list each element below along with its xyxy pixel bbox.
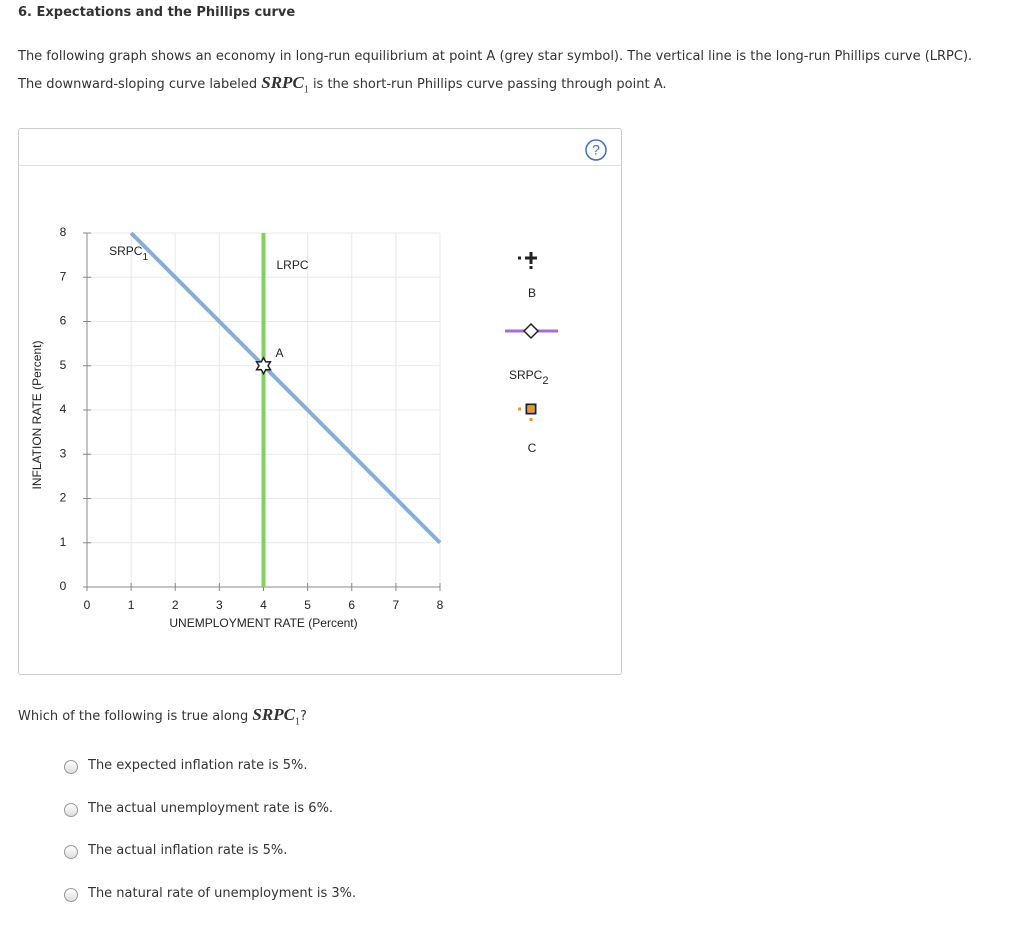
y-tick-label: 6 [60, 314, 67, 328]
palette-tool [529, 266, 533, 269]
subscript: 2 [542, 375, 548, 387]
x-axis-label: UNEMPLOYMENT RATE (Percent) [169, 616, 357, 630]
y-tick-label: 4 [60, 402, 67, 416]
question-title: 6. Expectations and the Phillips curve [18, 5, 296, 20]
math-symbol: SRPC1 [252, 705, 300, 728]
x-tick-label: 8 [437, 598, 444, 612]
series-label: SRPC1 [109, 244, 148, 262]
palette-tool [518, 256, 521, 260]
series-label: SRPC [109, 244, 143, 258]
intro-text: is the short-run Phillips curve passing … [312, 77, 667, 92]
math-symbol: SRPC [261, 73, 304, 92]
x-tick-label: 6 [348, 598, 355, 612]
palette-tool [518, 407, 521, 411]
palette-label: SRPC [509, 368, 543, 382]
palette-tool [522, 322, 540, 340]
subscript: 1 [142, 252, 148, 263]
panel-divider [19, 165, 621, 166]
math-symbol: SRPC1 [261, 73, 309, 96]
x-tick-label: 0 [84, 598, 91, 612]
subscript: 1 [294, 716, 300, 728]
series-label: LRPC [276, 258, 308, 272]
y-tick-label: 0 [60, 579, 67, 593]
y-tick-label: 5 [60, 358, 67, 372]
radio-button[interactable] [64, 760, 78, 774]
y-axis-label: INFLATION RATE (Percent) [30, 341, 44, 490]
palette-tool [529, 418, 533, 421]
subscript: 1 [303, 84, 309, 96]
x-tick-label: 4 [260, 598, 267, 612]
palette-label: SRPC2 [509, 368, 548, 387]
y-tick-label: 2 [60, 491, 67, 505]
y-tick-label: 8 [60, 225, 67, 239]
palette-tool [528, 406, 534, 412]
intro-text: The downward-sloping curve labeled [18, 77, 258, 92]
y-tick-label: 7 [60, 269, 67, 283]
option-text[interactable]: The natural rate of unemployment is 3%. [88, 885, 357, 901]
intro-text: The downward-sloping curve labeled SRPC1… [18, 73, 667, 95]
option-text[interactable]: The actual unemployment rate is 6%. [88, 800, 334, 816]
y-tick-label: 1 [60, 535, 67, 549]
graph-panel [18, 128, 622, 675]
help-icon[interactable] [585, 139, 607, 161]
option-text[interactable]: The expected inflation rate is 5%. [88, 758, 308, 773]
question-text: Which of the following is true along [18, 709, 249, 724]
x-tick-label: 7 [393, 598, 400, 612]
series-line [129, 231, 442, 545]
chart: ? 0 1 2 3 4 5 6 7 8 0 1 2 3 4 5 6 7 8 UNEMPLOYMENT RATE (P… [30, 139, 607, 630]
help-icon[interactable]: ? [592, 142, 600, 158]
x-tick-label: 1 [128, 598, 135, 612]
x-tick-label: 2 [172, 598, 179, 612]
question-text: Which of the following is true along SRP… [18, 705, 307, 727]
question-text: ? [299, 709, 307, 724]
point-marker [255, 356, 272, 376]
option-text[interactable]: The actual inflation rate is 5%. [88, 843, 288, 859]
radio-button[interactable] [64, 887, 78, 902]
palette-label: B [528, 286, 536, 300]
palette-label: C [528, 441, 537, 455]
radio-button[interactable] [64, 845, 78, 860]
palette-tool [525, 252, 537, 264]
y-tick-label: 3 [60, 446, 67, 460]
point-label: A [275, 346, 283, 360]
radio-button[interactable] [64, 802, 78, 817]
intro-text: The following graph shows an economy in … [18, 49, 973, 64]
math-symbol: SRPC [252, 705, 295, 724]
x-tick-label: 5 [304, 598, 311, 612]
x-tick-label: 3 [216, 598, 223, 612]
